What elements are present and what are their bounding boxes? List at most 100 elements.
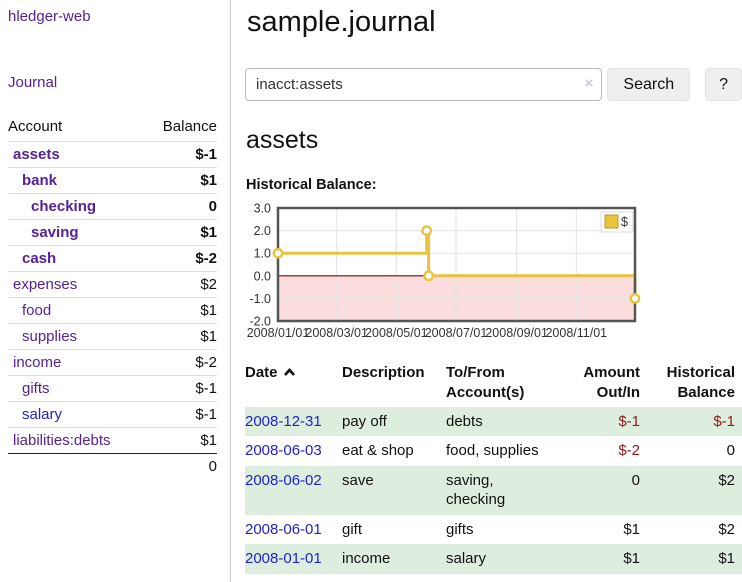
sidebar-account-link-bank[interactable]: bank [22,172,58,189]
clear-search-icon[interactable]: × [584,75,594,92]
account-row: saving $1 [8,219,217,246]
help-button[interactable]: ? [705,68,742,101]
transaction-amount: $-2 [618,442,640,459]
transaction-date-link[interactable]: 2008-01-01 [245,550,322,567]
y-tick-label: 2.0 [254,224,271,238]
transaction-row: 2008-06-01 gift gifts $1 $2 [245,515,742,545]
search-form: × Search ? [245,68,742,101]
legend-swatch [604,214,619,229]
x-tick-label: 2008/03/01 [305,326,368,340]
sidebar-account-link-liabilities-debts[interactable]: liabilities:debts [13,432,111,449]
x-tick-label: 2008/05/01 [365,326,428,340]
y-tick-label: 0.0 [254,269,271,283]
register-col-balance: Historical Balance [666,364,735,402]
legend-label: $ [621,215,628,229]
historical-balance-chart: 3.0 2.0 1.0 0.0 -1.0 -2.02008/01/012008/03/01… [247,202,641,340]
plot-border [276,206,637,323]
transaction-accounts: food, supplies [446,442,539,459]
transaction-date-link[interactable]: 2008-06-01 [245,520,322,538]
sidebar: hledger-web Journal Account Balance asse… [0,0,231,582]
account-balance: $-1 [144,375,217,402]
transaction-amount: $1 [623,550,640,567]
account-balance: $1 [144,219,217,246]
transaction-date-link[interactable]: 2008-06-03 [245,442,322,459]
data-point-marker [629,293,641,304]
transaction-amount: $-1 [618,412,640,430]
x-tick-label: 2008/01/01 [247,326,310,340]
app-brand-link[interactable]: hledger-web [8,8,91,25]
y-tick-label: 3.0 [254,202,271,216]
sidebar-account-link-checking[interactable]: checking [31,198,97,215]
register-col-description: Description [342,364,425,381]
account-row: gifts $-1 [8,375,217,402]
account-row: bank $1 [8,167,217,194]
register-col-accounts: To/From Account(s) [446,364,525,402]
accounts-total-value: 0 [144,453,217,479]
transaction-accounts: saving, checking [446,471,506,509]
transaction-row: 2008-06-03 eat & shop food, supplies $-2 0 [245,436,742,466]
account-row: salary $-1 [8,401,217,428]
account-balance: $-2 [144,245,217,272]
register-table: Date Description To/From Account(s) Amou… [245,360,742,574]
data-point-marker [272,247,284,259]
account-balance: $2 [144,271,217,298]
transaction-amount: $1 [623,520,640,538]
account-balance: $1 [144,323,217,350]
x-tick-label: 2008/09/01 [485,326,548,340]
transaction-accounts: gifts [446,520,474,538]
transaction-balance: $-1 [713,412,735,430]
transaction-description: pay off [342,412,387,430]
accounts-col-balance: Balance [162,118,217,135]
transaction-description: gift [342,520,363,538]
transaction-accounts: salary [446,550,487,567]
accounts-table: Account Balance assets $-1 bank $1 checking 0… [8,114,217,479]
search-input[interactable] [245,68,603,101]
data-point-marker [423,270,435,282]
transaction-balance: 0 [726,442,735,459]
transaction-description: eat & shop [342,442,414,459]
register-col-date[interactable]: Date [245,360,342,407]
sidebar-account-link-food[interactable]: food [22,302,52,319]
transaction-row: 2008-12-31 pay off debts $-1 $-1 [245,406,742,436]
transaction-accounts: debts [446,412,483,430]
sidebar-account-link-salary[interactable]: salary [22,406,63,423]
x-tick-label: 2008/11/01 [545,326,607,340]
register-table-body: 2008-12-31 pay off debts $-1 $-1 2008-06-03 ea… [245,406,742,574]
sidebar-account-link-gifts[interactable]: gifts [22,380,50,397]
accounts-total-row: 0 [8,453,217,479]
account-balance: $-2 [144,349,217,376]
sidebar-account-link-assets[interactable]: assets [13,146,60,163]
sidebar-account-link-saving[interactable]: saving [31,224,79,241]
transaction-description: income [342,550,391,567]
transaction-date-link[interactable]: 2008-12-31 [245,412,322,430]
transaction-date-link[interactable]: 2008-06-02 [245,471,322,489]
x-tick-label: 2008/07/01 [425,326,488,340]
account-heading: assets [246,126,319,154]
sidebar-account-link-cash[interactable]: cash [22,250,57,267]
data-point-marker [421,225,433,237]
transaction-row: 2008-01-01 income salary $1 $1 [245,544,742,574]
sidebar-account-link-expenses[interactable]: expenses [13,276,78,293]
sidebar-item-journal[interactable]: Journal [8,74,58,91]
search-button[interactable]: Search [607,68,691,101]
account-row: assets $-1 [8,141,217,168]
accounts-table-body: assets $-1 bank $1 checking 0 saving $1 cash $-2 e… [8,141,217,479]
y-tick-label: -1.0 [249,292,271,306]
account-balance: $1 [144,427,217,454]
account-row: food $1 [8,297,217,324]
main-content: sample.journal × Search ? assets Histori… [245,0,742,574]
account-row: expenses $2 [8,271,217,298]
account-balance: $1 [144,167,217,194]
account-row: cash $-2 [8,245,217,272]
sidebar-account-link-income[interactable]: income [13,354,62,371]
transaction-description: save [342,471,374,489]
sort-ascending-icon [283,363,296,383]
sidebar-account-link-supplies[interactable]: supplies [22,328,78,345]
transaction-amount: 0 [631,471,640,489]
account-balance: $1 [144,297,217,324]
account-row: supplies $1 [8,323,217,350]
account-row: checking 0 [8,193,217,220]
transaction-balance: $2 [718,520,735,538]
y-tick-label: 1.0 [254,247,271,261]
account-balance: $-1 [144,401,217,428]
